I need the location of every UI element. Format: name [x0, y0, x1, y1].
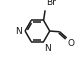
Text: N: N	[15, 27, 22, 36]
Text: O: O	[67, 39, 74, 48]
Text: Br: Br	[46, 0, 56, 7]
Text: N: N	[44, 44, 51, 53]
